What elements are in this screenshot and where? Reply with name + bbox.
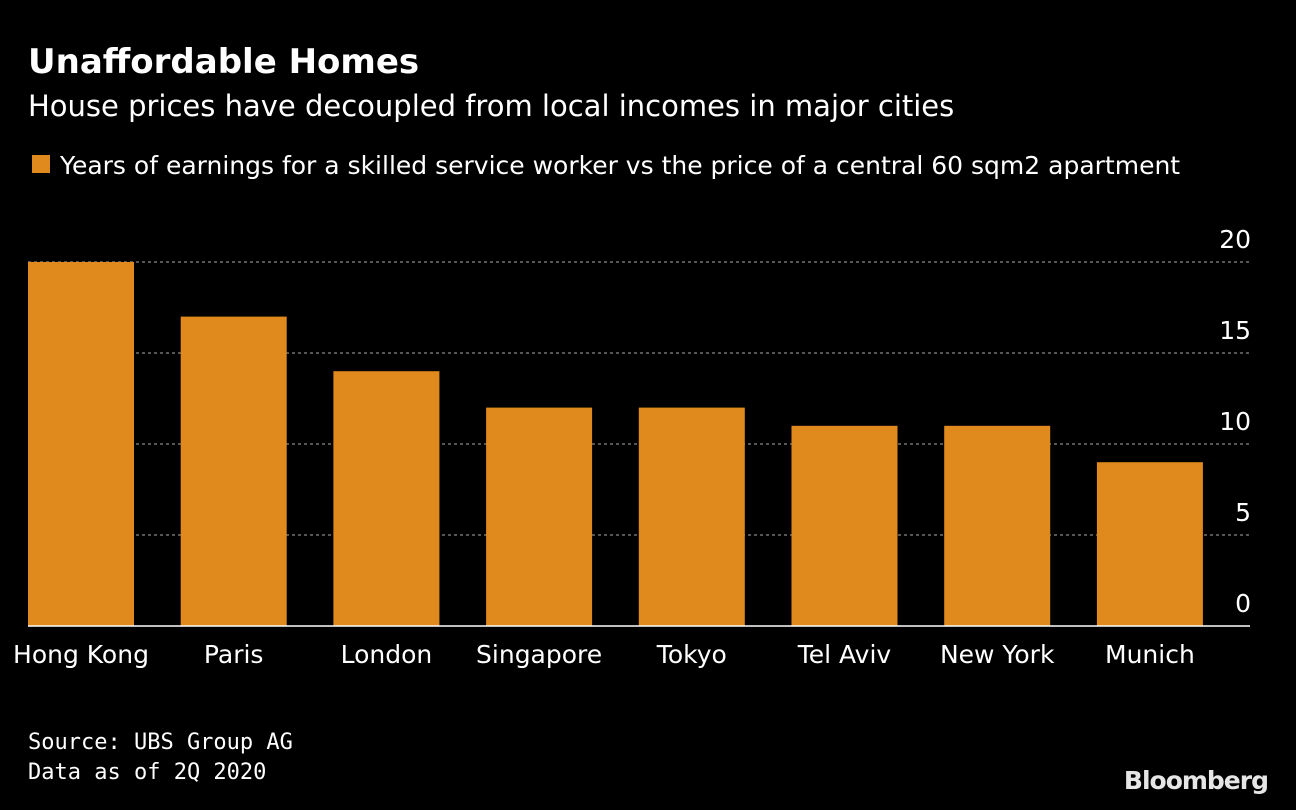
y-tick-label: 5 bbox=[1235, 498, 1251, 527]
bloomberg-logo: Bloomberg bbox=[1123, 766, 1269, 795]
chart-title: Unaffordable Homes bbox=[28, 42, 420, 82]
bar bbox=[333, 371, 440, 626]
x-tick-label: Tel Aviv bbox=[797, 640, 892, 669]
bar bbox=[791, 425, 898, 626]
data-date-line: Data as of 2Q 2020 bbox=[28, 760, 267, 785]
x-tick-label: Paris bbox=[204, 640, 264, 669]
legend-label: Years of earnings for a skilled service … bbox=[60, 151, 1181, 180]
x-tick-label: Singapore bbox=[476, 640, 602, 669]
bar bbox=[638, 407, 745, 626]
bar bbox=[1096, 462, 1203, 626]
x-tick-label: Hong Kong bbox=[13, 640, 149, 669]
bar bbox=[180, 316, 287, 626]
x-tick-label: Munich bbox=[1105, 640, 1195, 669]
y-tick-label: 10 bbox=[1219, 407, 1251, 436]
source-line: Source: UBS Group AG bbox=[28, 730, 293, 755]
y-tick-label: 0 bbox=[1235, 589, 1251, 618]
x-tick-label: New York bbox=[940, 640, 1055, 669]
bar bbox=[944, 425, 1051, 626]
x-tick-label: Tokyo bbox=[656, 640, 727, 669]
source-note: Source: UBS Group AG Data as of 2Q 2020 bbox=[28, 728, 293, 788]
x-tick-label: London bbox=[341, 640, 433, 669]
chart-subtitle: House prices have decoupled from local i… bbox=[28, 89, 955, 123]
legend-swatch bbox=[32, 155, 50, 173]
legend: Years of earnings for a skilled service … bbox=[32, 150, 1192, 182]
y-tick-label: 15 bbox=[1219, 316, 1251, 345]
bar bbox=[486, 407, 593, 626]
bar bbox=[28, 262, 134, 626]
y-tick-label: 20 bbox=[1219, 225, 1251, 254]
